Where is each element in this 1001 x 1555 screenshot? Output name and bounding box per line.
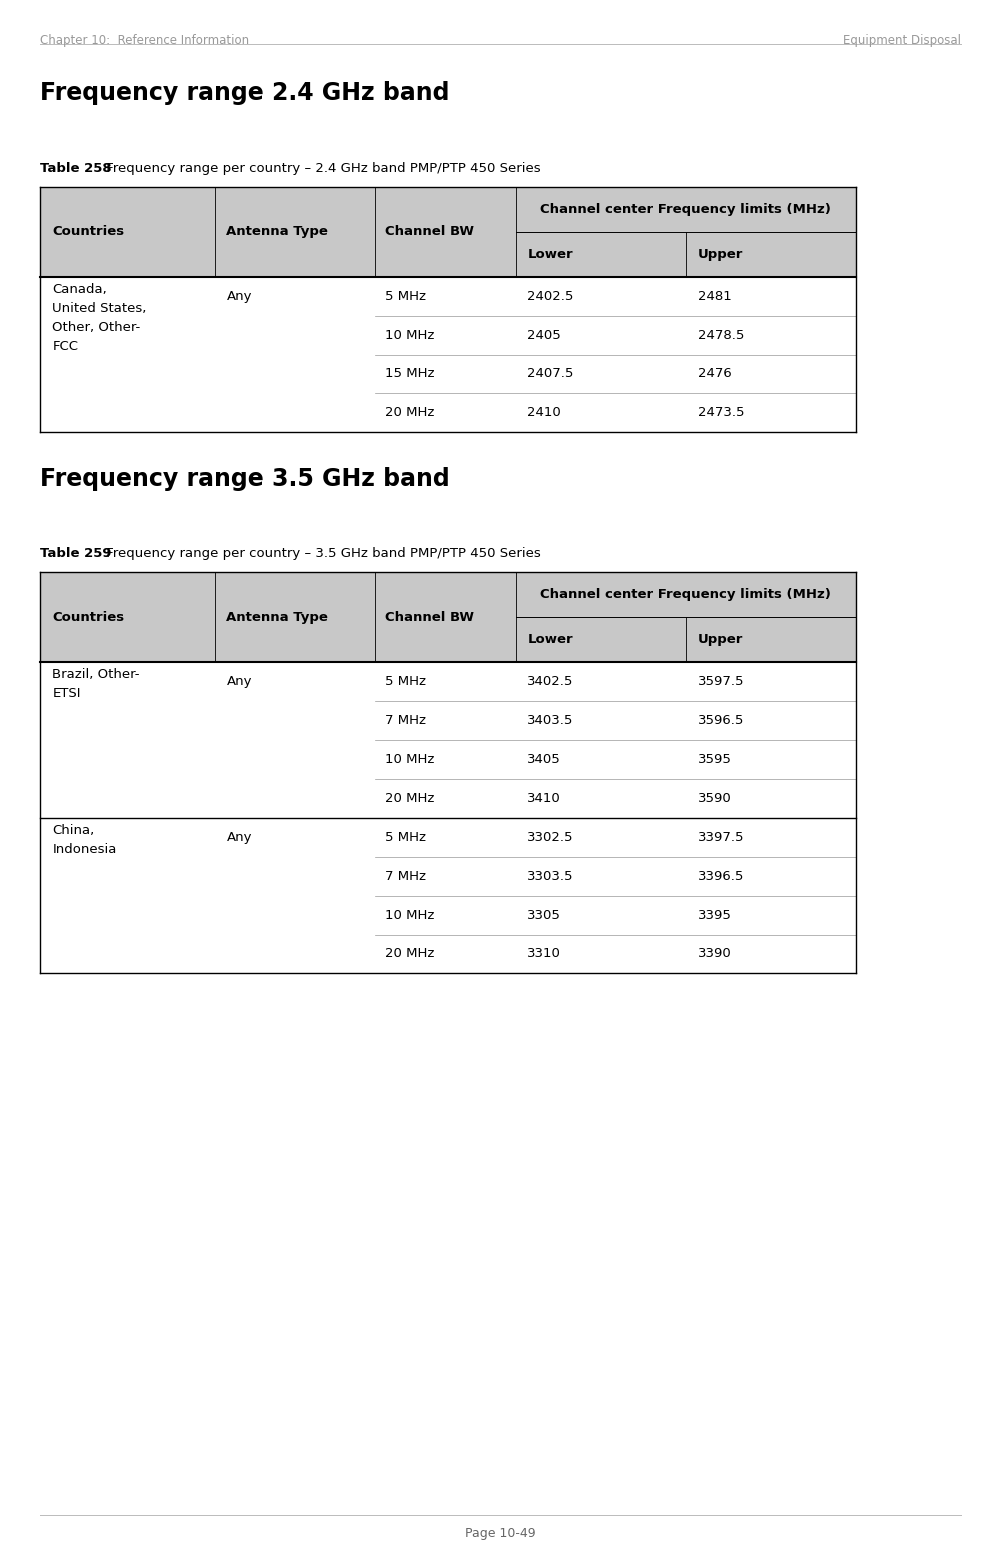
- Text: 2473.5: 2473.5: [698, 406, 744, 420]
- Text: 3302.5: 3302.5: [528, 830, 574, 844]
- Text: Upper: Upper: [698, 633, 743, 647]
- Text: Frequency range 3.5 GHz band: Frequency range 3.5 GHz band: [40, 466, 449, 490]
- Text: Lower: Lower: [528, 247, 573, 261]
- Bar: [40, 187, 856, 277]
- Text: Channel BW: Channel BW: [385, 225, 474, 238]
- Text: 3403.5: 3403.5: [528, 714, 574, 728]
- Text: Any: Any: [226, 830, 252, 844]
- Text: 3303.5: 3303.5: [528, 869, 574, 883]
- Text: 2405: 2405: [528, 328, 562, 342]
- Text: 5 MHz: 5 MHz: [385, 289, 426, 303]
- Text: Frequency range per country – 2.4 GHz band PMP/PTP 450 Series: Frequency range per country – 2.4 GHz ba…: [102, 162, 541, 174]
- Text: 3305: 3305: [528, 908, 562, 922]
- Text: Channel center Frequency limits (MHz): Channel center Frequency limits (MHz): [541, 588, 831, 602]
- Text: 10 MHz: 10 MHz: [385, 908, 434, 922]
- Text: 3390: 3390: [698, 947, 732, 961]
- Text: Antenna Type: Antenna Type: [226, 611, 328, 624]
- Text: Table 258: Table 258: [40, 162, 112, 174]
- Bar: [40, 572, 856, 662]
- Text: 20 MHz: 20 MHz: [385, 406, 434, 420]
- Text: 3395: 3395: [698, 908, 732, 922]
- Text: 3405: 3405: [528, 753, 562, 767]
- Text: Equipment Disposal: Equipment Disposal: [843, 34, 961, 47]
- Text: 2407.5: 2407.5: [528, 367, 574, 381]
- Text: 10 MHz: 10 MHz: [385, 328, 434, 342]
- Text: Any: Any: [226, 675, 252, 689]
- Text: Frequency range per country – 3.5 GHz band PMP/PTP 450 Series: Frequency range per country – 3.5 GHz ba…: [102, 547, 541, 560]
- Text: Frequency range 2.4 GHz band: Frequency range 2.4 GHz band: [40, 81, 449, 104]
- Text: Countries: Countries: [52, 611, 124, 624]
- Text: Channel BW: Channel BW: [385, 611, 474, 624]
- Text: 7 MHz: 7 MHz: [385, 869, 426, 883]
- Text: 3410: 3410: [528, 791, 562, 805]
- Text: 3397.5: 3397.5: [698, 830, 744, 844]
- Text: 20 MHz: 20 MHz: [385, 791, 434, 805]
- Text: 3596.5: 3596.5: [698, 714, 744, 728]
- Text: 3590: 3590: [698, 791, 732, 805]
- Text: 3310: 3310: [528, 947, 562, 961]
- Text: 2402.5: 2402.5: [528, 289, 574, 303]
- Text: 3595: 3595: [698, 753, 732, 767]
- Text: Upper: Upper: [698, 247, 743, 261]
- Text: 2476: 2476: [698, 367, 732, 381]
- Text: 3402.5: 3402.5: [528, 675, 574, 689]
- Text: 20 MHz: 20 MHz: [385, 947, 434, 961]
- Text: 7 MHz: 7 MHz: [385, 714, 426, 728]
- Text: Countries: Countries: [52, 225, 124, 238]
- Text: 2481: 2481: [698, 289, 732, 303]
- Text: 3396.5: 3396.5: [698, 869, 744, 883]
- Text: Any: Any: [226, 289, 252, 303]
- Text: Lower: Lower: [528, 633, 573, 647]
- Text: Channel center Frequency limits (MHz): Channel center Frequency limits (MHz): [541, 202, 831, 216]
- Text: Chapter 10:  Reference Information: Chapter 10: Reference Information: [40, 34, 249, 47]
- Text: Brazil, Other-
ETSI: Brazil, Other- ETSI: [52, 669, 140, 700]
- Text: Antenna Type: Antenna Type: [226, 225, 328, 238]
- Text: Table 259: Table 259: [40, 547, 111, 560]
- Text: China,
Indonesia: China, Indonesia: [52, 824, 117, 855]
- Text: 15 MHz: 15 MHz: [385, 367, 434, 381]
- Text: Page 10-49: Page 10-49: [465, 1527, 536, 1539]
- Text: 3597.5: 3597.5: [698, 675, 744, 689]
- Text: 5 MHz: 5 MHz: [385, 830, 426, 844]
- Text: 2478.5: 2478.5: [698, 328, 744, 342]
- Text: 5 MHz: 5 MHz: [385, 675, 426, 689]
- Text: 10 MHz: 10 MHz: [385, 753, 434, 767]
- Text: 2410: 2410: [528, 406, 562, 420]
- Text: Canada,
United States,
Other, Other-
FCC: Canada, United States, Other, Other- FCC: [52, 283, 147, 353]
